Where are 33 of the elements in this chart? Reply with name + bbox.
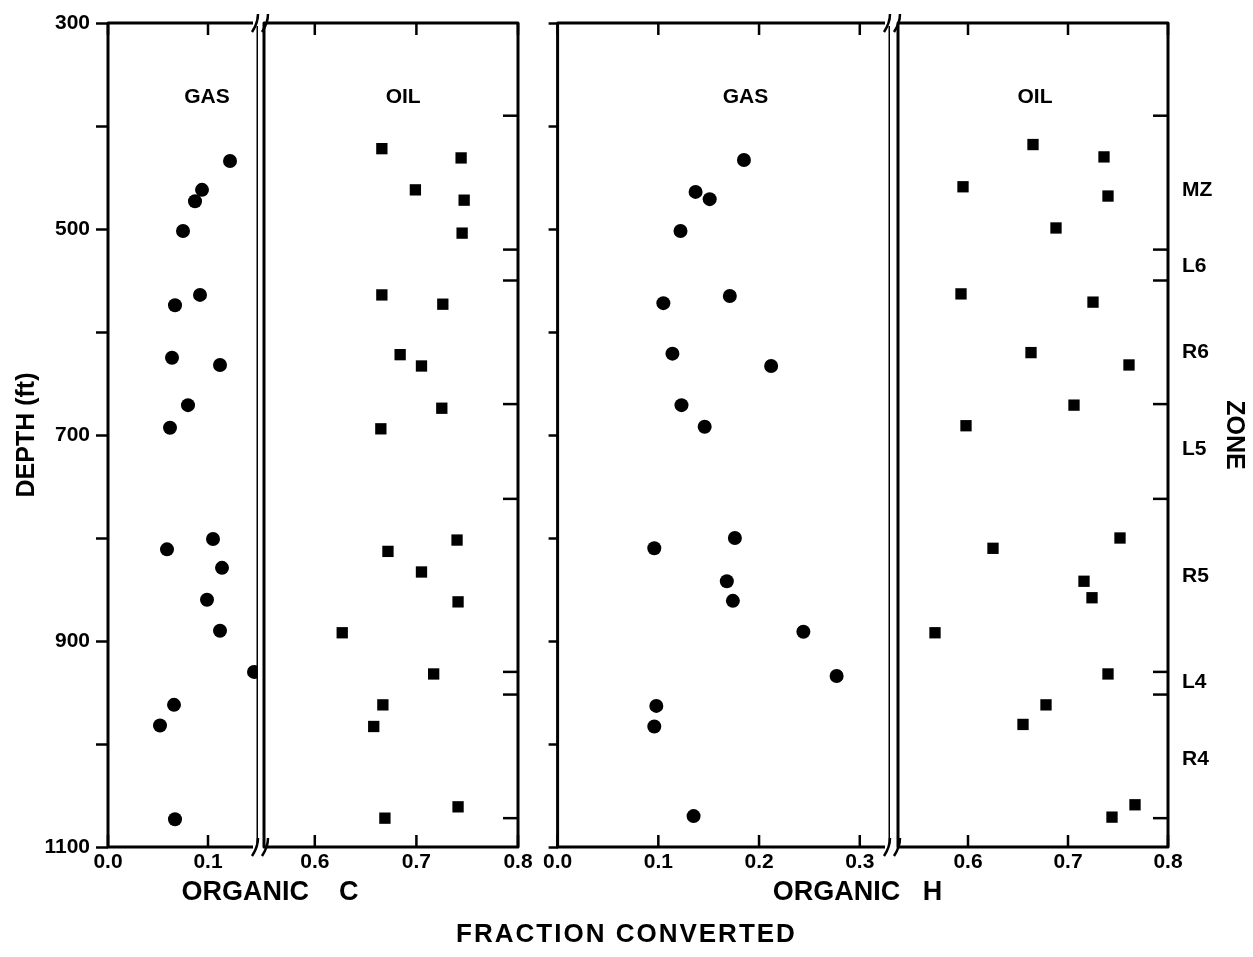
text: L4 — [1182, 669, 1207, 692]
text: R6 — [1182, 338, 1209, 362]
x-tick-label: 0.7 — [401, 849, 431, 873]
x-tick-label: 0.1 — [193, 849, 223, 873]
x-tick-label: 0.6 — [300, 849, 330, 873]
y-tick-label: 500 — [54, 215, 90, 239]
y-tick-label: 900 — [54, 627, 90, 651]
text: L5 — [1182, 436, 1207, 460]
x-tick-label: 0.2 — [744, 849, 774, 873]
text: MZ — [1182, 176, 1213, 200]
x-axis-title: ORGANIC C — [180, 876, 360, 907]
text: L6 — [1182, 252, 1207, 276]
y2-axis-title: ZONE — [1222, 400, 1251, 470]
text: R5 — [1182, 562, 1210, 586]
x-tick-label: 0.0 — [542, 849, 573, 873]
text: R4 — [1182, 746, 1210, 770]
x-tick-label: 0.1 — [643, 849, 674, 873]
text: FRACTION CONVERTED — [455, 918, 798, 949]
x-tick-label: 0.0 — [93, 849, 123, 873]
x-tick-label: 0.8 — [1153, 849, 1183, 873]
y-tick-label: 700 — [54, 421, 90, 445]
x-tick-label: 0.6 — [953, 849, 983, 873]
text: GAS — [184, 83, 230, 107]
series-label: OIL — [385, 83, 421, 107]
y-axis-title: DEPTH (ft) — [10, 372, 39, 498]
x-tick-label: 0.3 — [845, 849, 875, 873]
text: GAS — [722, 83, 769, 107]
x-axis-title: ORGANIC H — [771, 876, 944, 907]
y-tick-label: 300 — [54, 9, 90, 33]
y-tick-label: 1100 — [44, 833, 90, 857]
x-tick-label: 0.8 — [503, 849, 533, 873]
series-label: OIL — [1017, 83, 1053, 107]
x-tick-label: 0.7 — [1053, 849, 1083, 873]
